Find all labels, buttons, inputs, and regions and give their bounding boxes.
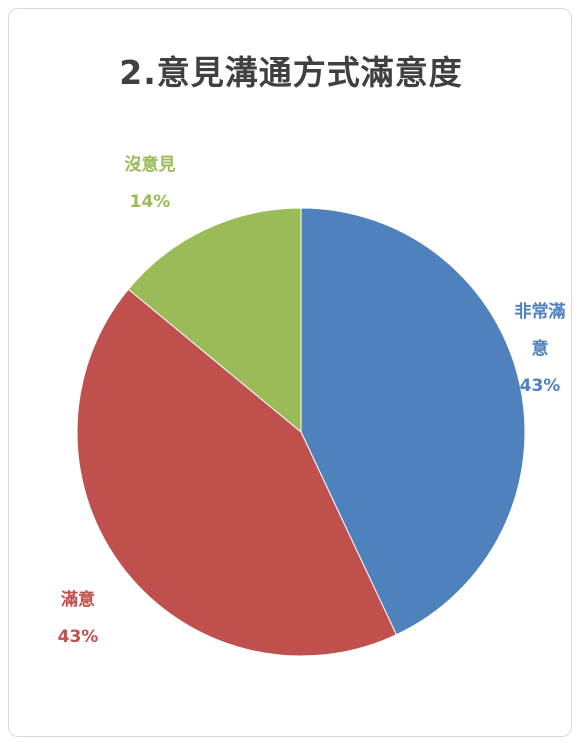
slice-labels: 非常滿意 43% 滿意 43% 沒意見 14% <box>58 154 566 647</box>
slice-label-0: 非常滿意 43% <box>515 301 566 396</box>
pie-slices <box>76 207 526 657</box>
slice-label-2: 沒意見 14% <box>125 154 176 212</box>
pie-slice-1 <box>76 288 398 657</box>
chart-title: 2.意見溝通方式滿意度 <box>119 53 463 92</box>
pie-slice-2 <box>127 207 302 434</box>
pie-slice-0 <box>300 207 526 636</box>
slice-label-1: 滿意 43% <box>58 589 99 647</box>
